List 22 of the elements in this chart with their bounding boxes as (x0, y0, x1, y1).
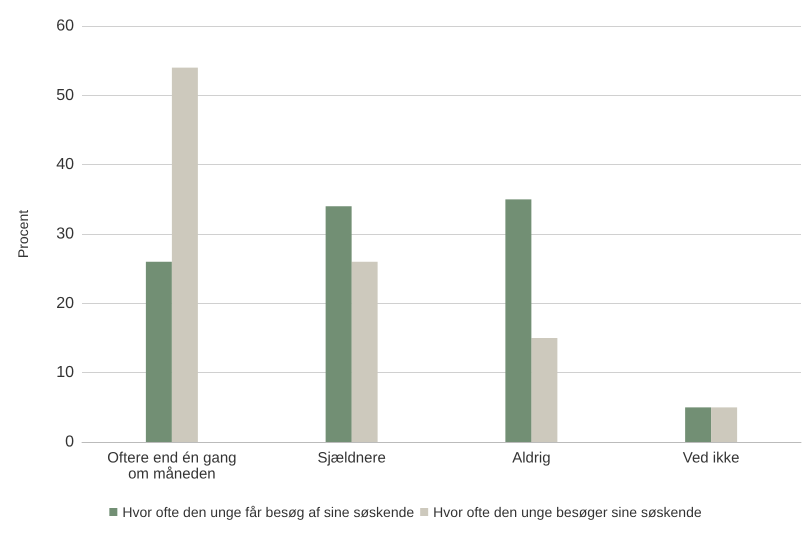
legend-label: Hvor ofte den unge besøger sine søskende (433, 504, 702, 520)
x-tick-label: Aldrig (512, 450, 551, 466)
y-tick-label: 10 (56, 364, 74, 382)
bar (352, 262, 378, 442)
bar (685, 407, 712, 442)
bar (172, 68, 198, 442)
y-tick-label: 60 (56, 18, 74, 34)
bar (505, 199, 532, 442)
bar (711, 407, 738, 442)
y-tick-label: 0 (65, 434, 74, 450)
bar (146, 262, 172, 442)
x-tick-label: Ved ikke (682, 450, 740, 466)
y-tick-label: 20 (56, 294, 74, 312)
bar (326, 206, 352, 442)
y-tick-label: 30 (56, 226, 74, 242)
y-tick-label: 50 (56, 86, 74, 104)
y-tick-label: 40 (56, 156, 74, 174)
bar (531, 338, 558, 442)
y-axis-title: Procent (15, 210, 31, 258)
x-tick-label: Oftere end én gang om måneden (107, 450, 237, 482)
legend-label: Hvor ofte den unge får besøg af sine søskende (122, 504, 414, 520)
x-tick-label: Sjældnere (317, 450, 386, 466)
